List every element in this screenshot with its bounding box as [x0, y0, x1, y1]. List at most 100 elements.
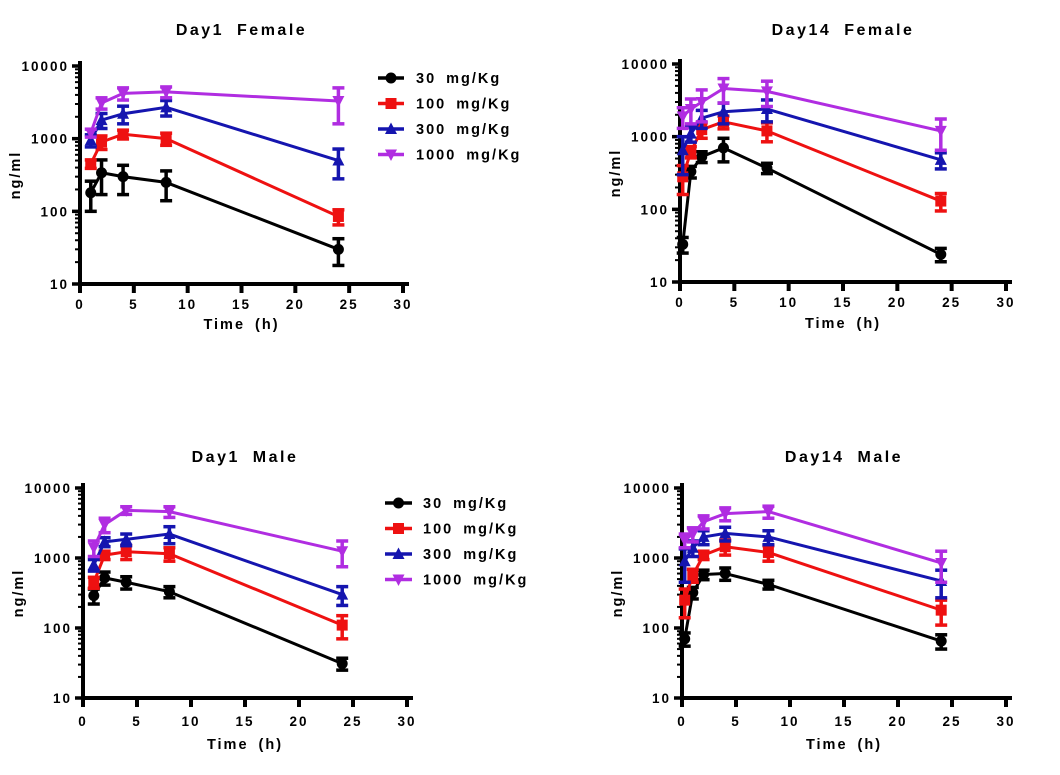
x-tick-label: 15	[232, 297, 251, 312]
x-tick-label: 5	[731, 714, 741, 729]
point-300-mg-kg	[684, 127, 697, 139]
chart-day1-male: Day1 Male 0 5 10 15 20 25 30 10 100 1000 10000 Time …	[11, 449, 526, 753]
legend-marker-300-mg-kg	[392, 547, 405, 559]
point-100-mg-kg	[160, 133, 172, 145]
x-tick-label: 25	[340, 297, 359, 312]
x-tick-label: 10	[780, 714, 799, 729]
legend-marker-1000-mg-kg	[385, 149, 397, 161]
x-tick-label: 10	[181, 714, 200, 729]
chart-title: Day1 Female	[176, 22, 307, 39]
y-tick-label: 10	[650, 275, 669, 290]
point-30-mg-kg	[935, 248, 947, 260]
point-300-mg-kg	[95, 113, 108, 126]
point-1000-mg-kg	[719, 508, 732, 521]
legend-label-100-mg-kg: 100 mg/Kg	[423, 522, 518, 538]
series-line-30-mg-kg	[89, 171, 339, 251]
legend-label-30-mg-kg: 30 mg/Kg	[423, 496, 508, 512]
point-100-mg-kg	[120, 546, 132, 558]
series-100-mg-kg	[87, 543, 349, 641]
point-1000-mg-kg	[87, 542, 100, 555]
legend-marker-30-mg-kg	[393, 497, 404, 509]
point-300-mg-kg	[336, 588, 349, 600]
series-1000-mg-kg	[84, 85, 345, 140]
legend-label-300-mg-kg: 300 mg/Kg	[416, 122, 511, 138]
x-tick-label: 20	[888, 714, 907, 729]
point-1000-mg-kg	[760, 86, 773, 98]
legend-item-1000-mg-kg: 1000 mg/Kg	[378, 148, 521, 164]
point-100-mg-kg	[687, 569, 699, 581]
point-1000-mg-kg	[84, 127, 97, 140]
y-tick-label: 10000	[621, 57, 669, 72]
point-100-mg-kg	[679, 594, 691, 606]
point-300-mg-kg	[934, 153, 947, 165]
legend-item-300-mg-kg: 300 mg/Kg	[378, 122, 511, 138]
point-1000-mg-kg	[163, 506, 176, 519]
point-30-mg-kg	[85, 187, 97, 199]
point-300-mg-kg	[762, 530, 775, 542]
point-1000-mg-kg	[684, 104, 697, 116]
x-tick-label: 0	[78, 714, 88, 729]
legend-marker-100-mg-kg	[385, 98, 397, 109]
series-1000-mg-kg	[87, 504, 349, 569]
x-tick-label: 20	[888, 295, 907, 310]
point-1000-mg-kg	[336, 546, 349, 558]
point-1000-mg-kg	[717, 83, 730, 96]
point-100-mg-kg	[85, 158, 97, 170]
legend-item-100-mg-kg: 100 mg/Kg	[378, 97, 511, 113]
series-30-mg-kg	[676, 136, 947, 264]
series-30-mg-kg	[678, 566, 948, 651]
series-300-mg-kg	[87, 524, 349, 608]
point-30-mg-kg	[717, 142, 729, 154]
point-1000-mg-kg	[686, 529, 699, 541]
point-30-mg-kg	[698, 569, 710, 581]
y-tick-label: 1000	[631, 130, 669, 145]
point-1000-mg-kg	[98, 519, 111, 532]
point-300-mg-kg	[120, 532, 133, 545]
y-tick-label: 1000	[34, 551, 72, 566]
point-100-mg-kg	[96, 136, 108, 148]
point-30-mg-kg	[96, 167, 108, 179]
point-30-mg-kg	[117, 171, 129, 183]
legend-label-30-mg-kg: 30 mg/Kg	[416, 71, 501, 87]
series-300-mg-kg	[676, 98, 947, 177]
legend-marker-100-mg-kg	[393, 523, 404, 534]
x-tick-label: 5	[730, 295, 740, 310]
series-100-mg-kg	[676, 114, 947, 213]
point-1000-mg-kg	[676, 111, 689, 123]
point-100-mg-kg	[719, 541, 731, 553]
series-line-30-mg-kg	[683, 572, 942, 643]
y-tick-label: 10000	[24, 481, 72, 496]
legend: 30 mg/Kg 100 mg/Kg 300 mg/Kg 1000 mg/Kg	[385, 496, 526, 589]
point-100-mg-kg	[99, 549, 111, 561]
point-30-mg-kg	[696, 151, 708, 163]
x-axis-label: Time (h)	[805, 316, 881, 332]
legend-label-1000-mg-kg: 1000 mg/Kg	[416, 148, 521, 164]
series-100-mg-kg	[678, 538, 948, 627]
x-tick-label: 0	[675, 295, 685, 310]
point-30-mg-kg	[935, 635, 947, 647]
point-300-mg-kg	[332, 154, 345, 166]
point-30-mg-kg	[163, 586, 175, 598]
point-300-mg-kg	[760, 102, 773, 115]
x-tick-label: 15	[834, 714, 853, 729]
point-300-mg-kg	[87, 558, 100, 570]
point-1000-mg-kg	[695, 96, 708, 109]
x-tick-label: 25	[343, 714, 362, 729]
legend-label-100-mg-kg: 100 mg/Kg	[416, 97, 511, 113]
point-100-mg-kg	[761, 125, 773, 137]
y-tick-label: 10	[53, 691, 72, 706]
y-axis-label: ng/ml	[8, 151, 24, 200]
point-100-mg-kg	[698, 549, 710, 561]
chart-title: Day14 Male	[785, 449, 903, 466]
legend-marker-1000-mg-kg	[392, 574, 405, 586]
x-tick-label: 10	[779, 295, 798, 310]
point-100-mg-kg	[336, 619, 348, 631]
x-tick-label: 15	[833, 295, 852, 310]
point-100-mg-kg	[685, 146, 697, 158]
x-tick-label: 30	[393, 297, 412, 312]
legend: 30 mg/Kg 100 mg/Kg 300 mg/Kg 1000 mg/Kg	[378, 71, 521, 164]
y-tick-label: 100	[43, 621, 72, 636]
point-1000-mg-kg	[934, 125, 947, 138]
point-1000-mg-kg	[120, 505, 133, 517]
